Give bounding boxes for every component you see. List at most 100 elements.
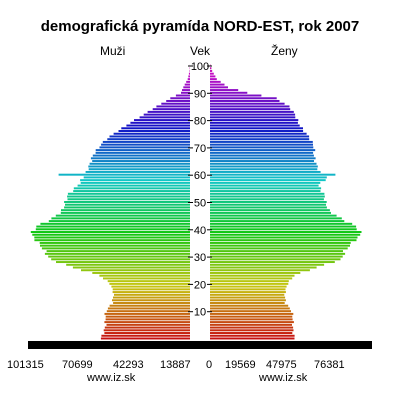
men-bar-age-8 [105,315,190,318]
men-header: Muži [100,44,126,58]
men-bar-age-92 [183,86,190,89]
women-bar-age-58 [210,179,326,182]
men-bar-age-30 [48,255,191,258]
women-bar-age-18 [210,288,286,291]
men-bar-age-61 [85,170,190,173]
women-bar-age-8 [210,315,293,318]
women-tick-label: 19569 [225,359,256,371]
women-bar-age-45 [210,214,337,217]
age-tick-label: 30 [194,252,206,264]
women-bar-age-29 [210,258,341,261]
men-bar-age-86 [161,102,190,105]
women-bar-age-62 [210,168,318,171]
men-bar-age-22 [103,277,190,280]
women-bar-age-46 [210,211,331,214]
men-bar-age-19 [111,285,190,288]
men-bar-age-67 [92,154,190,157]
men-bar-age-3 [103,329,190,332]
women-bar-age-81 [210,116,296,119]
men-bar-age-44 [51,217,191,220]
men-bar-age-16 [114,293,190,296]
women-bars [210,64,362,340]
women-bar-age-3 [210,329,294,332]
women-bar-age-72 [210,140,313,143]
age-tick-label: 100 [191,61,209,73]
men-bar-age-9 [104,312,190,315]
men-bar-age-81 [139,116,190,119]
women-bar-age-26 [210,266,317,269]
women-bar-age-39 [210,231,362,233]
men-bar-age-31 [44,252,191,255]
women-bar-age-42 [210,222,353,225]
men-bar-age-80 [134,119,190,122]
men-bar-age-54 [73,190,190,193]
women-bar-age-96 [210,75,216,78]
source-label-left: www.iz.sk [87,372,136,384]
base-bar [28,341,372,349]
men-bar-age-96 [188,75,190,78]
men-bar-age-25 [81,269,190,272]
men-bar-age-15 [113,296,190,299]
men-bar-age-34 [40,244,190,247]
women-bar-age-19 [210,285,287,288]
men-bar-age-23 [99,274,190,277]
men-bar-age-43 [48,220,190,223]
age-tick-label: 10 [194,307,206,319]
women-bar-age-44 [210,217,342,220]
men-bar-age-72 [102,140,190,143]
women-bar-age-53 [210,192,325,195]
women-tick-label: 0 [206,359,213,371]
women-header: Ženy [271,44,298,58]
women-bar-age-52 [210,195,325,198]
men-bar-age-73 [107,138,190,141]
women-bar-age-9 [210,312,294,315]
men-bar-age-0 [100,337,190,340]
men-bar-age-58 [80,179,190,182]
men-bar-age-1 [101,334,190,337]
age-tick-label: 40 [194,225,206,237]
women-bar-age-68 [210,151,314,154]
men-bar-age-40 [35,228,190,231]
men-bar-age-69 [95,149,190,152]
women-bar-age-48 [210,206,327,209]
men-bar-age-5 [106,323,190,326]
women-bar-age-4 [210,326,294,329]
women-bar-age-25 [210,269,310,272]
women-bar-age-47 [210,209,330,212]
men-bar-age-26 [72,266,190,269]
men-bar-age-95 [187,78,190,81]
women-bar-age-1 [210,334,295,337]
women-bar-age-82 [210,113,296,116]
men-bar-age-76 [118,130,190,132]
men-bar-age-45 [55,214,190,217]
men-bar-age-35 [39,241,191,244]
men-bar-age-6 [104,321,190,324]
men-bar-age-46 [60,211,190,214]
women-bar-age-60 [210,173,336,176]
men-bar-age-88 [170,97,190,100]
women-bar-age-38 [210,233,361,236]
women-bar-age-24 [210,271,301,274]
women-bar-age-88 [210,97,277,100]
men-bar-age-84 [152,108,190,111]
men-bar-age-37 [34,236,190,239]
women-bar-age-21 [210,280,289,283]
men-bar-age-33 [41,247,191,250]
women-bar-age-86 [210,102,285,105]
women-bar-age-66 [210,157,316,160]
women-bar-age-85 [210,105,290,108]
women-bar-age-73 [210,138,310,141]
men-bar-age-85 [156,105,190,108]
women-bar-age-59 [210,176,327,179]
women-bar-age-91 [210,89,239,92]
men-bar-age-28 [56,261,190,264]
men-bar-age-49 [65,203,190,206]
women-bar-age-79 [210,121,298,124]
women-bar-age-36 [210,239,357,242]
women-bar-age-7 [210,318,293,321]
men-tick-label: 70699 [62,359,93,371]
men-bar-age-94 [186,80,190,83]
men-bar-age-21 [107,280,190,283]
women-bar-age-92 [210,86,228,89]
women-bar-age-55 [210,187,322,190]
